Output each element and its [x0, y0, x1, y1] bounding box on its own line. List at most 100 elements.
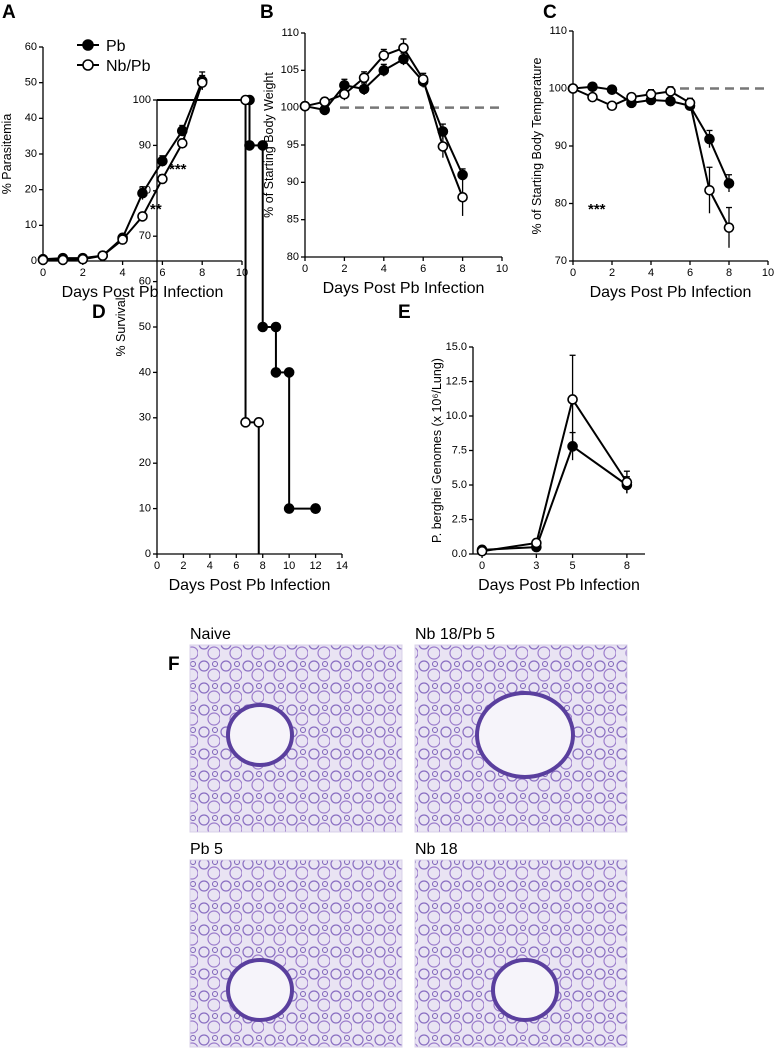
- y-tick-label: 7.5: [452, 444, 467, 456]
- y-tick-label: 20: [139, 457, 151, 469]
- image-label: Nb 18: [415, 841, 458, 858]
- y-tick-label: 0.0: [452, 548, 467, 560]
- x-tick-label: 2: [341, 263, 347, 275]
- marker: [621, 476, 633, 488]
- image-label: Naive: [190, 626, 231, 643]
- marker: [137, 187, 148, 199]
- marker: [283, 503, 295, 514]
- marker: [606, 100, 618, 112]
- annotation: **: [150, 201, 162, 218]
- marker: [97, 250, 108, 261]
- y-tick-label: 2.5: [452, 513, 467, 525]
- marker: [665, 95, 676, 107]
- marker: [587, 81, 598, 93]
- marker: [358, 72, 370, 84]
- marker: [704, 184, 715, 196]
- x-tick-label: 2: [609, 267, 615, 279]
- airway: [475, 691, 575, 779]
- y-tick-label: 100: [549, 82, 567, 94]
- marker: [137, 211, 148, 222]
- y-tick-label: 50: [139, 321, 151, 333]
- y-tick-label: 80: [139, 185, 151, 197]
- y-tick-label: 85: [287, 214, 299, 226]
- y-axis-label: % of Starting Body Temperature: [530, 57, 544, 234]
- marker: [704, 133, 715, 145]
- y-tick-label: 80: [555, 197, 567, 209]
- histology-image: [189, 644, 403, 833]
- x-tick-label: 10: [496, 263, 508, 275]
- marker: [270, 321, 282, 333]
- y-tick-label: 80: [287, 251, 299, 263]
- y-tick-label: 10: [139, 503, 151, 515]
- x-tick-label: 5: [570, 560, 576, 572]
- marker: [665, 86, 676, 97]
- x-tick-label: 4: [648, 267, 654, 279]
- marker: [37, 254, 49, 266]
- panel-letter: B: [260, 2, 274, 23]
- image-label: Nb 18/Pb 5: [415, 626, 495, 643]
- x-tick-label: 2: [80, 267, 86, 279]
- y-tick-label: 30: [25, 148, 37, 160]
- marker: [378, 50, 390, 61]
- marker: [567, 83, 579, 94]
- y-tick-label: 0: [145, 548, 151, 560]
- legend-label: Pb: [106, 38, 126, 55]
- y-tick-label: 90: [287, 176, 299, 188]
- histology-image: [189, 859, 403, 1048]
- marker: [196, 77, 208, 88]
- y-tick-label: 10.0: [446, 410, 467, 422]
- y-axis-label: % of Starting Body Weight: [262, 72, 276, 218]
- annotation: ***: [588, 201, 606, 218]
- marker: [240, 94, 251, 106]
- marker: [457, 191, 468, 203]
- marker: [684, 97, 696, 109]
- marker: [417, 73, 429, 85]
- x-tick-label: 3: [533, 560, 539, 572]
- marker: [358, 83, 370, 95]
- x-tick-label: 10: [283, 560, 295, 572]
- airway: [491, 958, 559, 1022]
- marker: [606, 84, 618, 95]
- y-tick-label: 110: [549, 25, 567, 37]
- legend-marker: [82, 39, 94, 51]
- x-axis-label: Days Post Pb Infection: [478, 577, 640, 594]
- y-tick-label: 95: [287, 139, 299, 151]
- x-tick-label: 4: [120, 267, 126, 279]
- panel-letter: C: [543, 2, 557, 23]
- series-line: [304, 57, 464, 176]
- x-axis-label: Days Post Pb Infection: [323, 280, 485, 297]
- marker: [626, 91, 637, 103]
- legend-label: Nb/Pb: [106, 58, 151, 75]
- y-tick-label: 20: [25, 184, 37, 196]
- x-tick-label: 10: [762, 267, 774, 279]
- marker: [240, 417, 251, 428]
- y-tick-label: 70: [139, 230, 151, 242]
- x-tick-label: 4: [381, 263, 387, 275]
- x-tick-label: 12: [309, 560, 321, 572]
- x-tick-label: 6: [159, 267, 165, 279]
- y-tick-label: 10: [25, 219, 37, 231]
- y-tick-label: 5.0: [452, 479, 467, 491]
- x-tick-label: 0: [570, 267, 576, 279]
- x-tick-label: 0: [40, 267, 46, 279]
- x-axis-label: Days Post Pb Infection: [62, 284, 224, 301]
- marker: [645, 88, 657, 100]
- marker: [257, 140, 269, 151]
- y-tick-label: 12.5: [446, 375, 467, 387]
- marker: [476, 545, 488, 557]
- y-tick-label: 50: [25, 77, 37, 89]
- x-axis-label: Days Post Pb Infection: [169, 577, 331, 594]
- x-tick-label: 0: [302, 263, 308, 275]
- marker: [77, 253, 89, 265]
- marker: [157, 173, 168, 185]
- marker: [177, 138, 188, 149]
- marker: [339, 88, 350, 100]
- marker: [157, 155, 168, 167]
- x-tick-label: 6: [687, 267, 693, 279]
- x-tick-label: 4: [207, 560, 213, 572]
- marker: [253, 417, 265, 428]
- y-tick-label: 90: [555, 140, 567, 152]
- panel-letter: A: [2, 2, 16, 23]
- x-tick-label: 8: [460, 263, 466, 275]
- y-tick-label: 105: [281, 64, 299, 76]
